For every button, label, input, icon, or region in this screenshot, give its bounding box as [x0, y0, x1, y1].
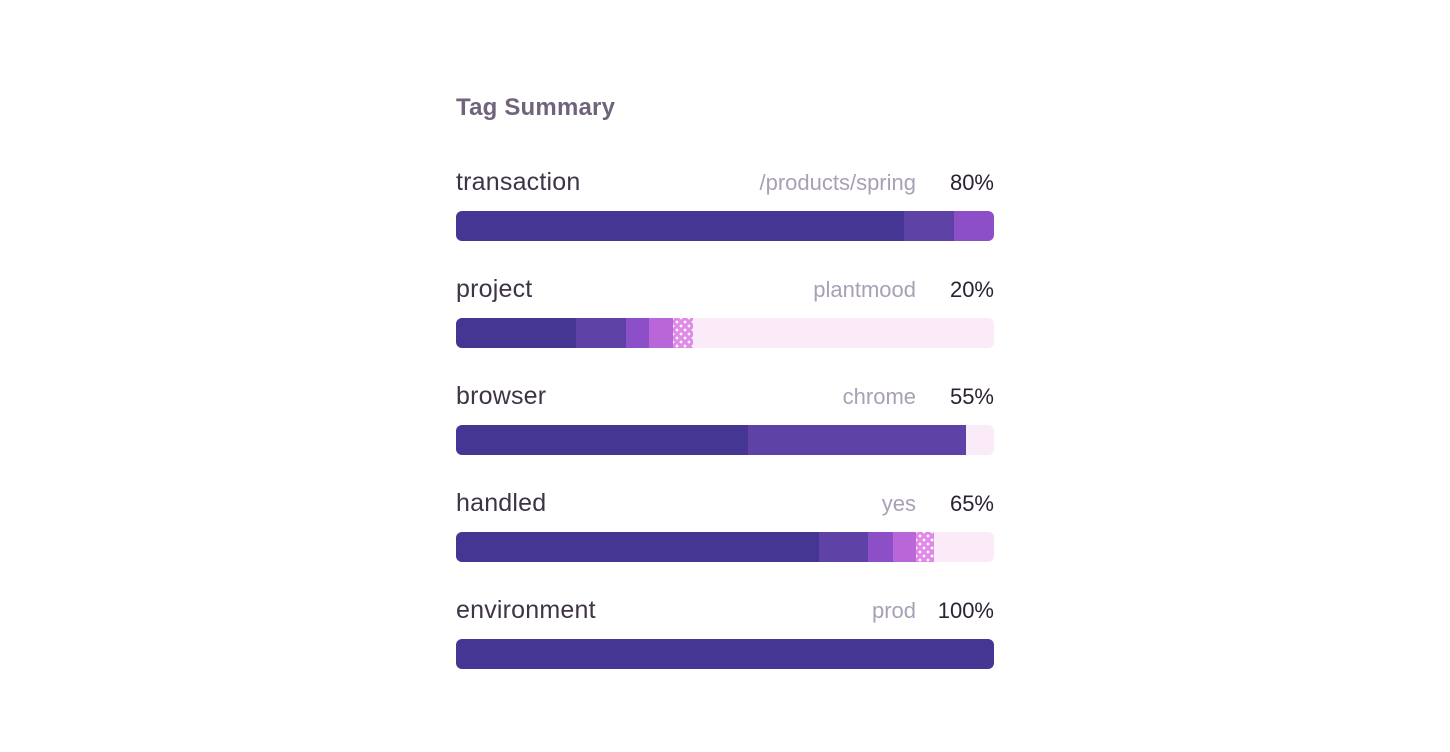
bar-segment-other[interactable]: [673, 318, 694, 348]
tag-percentage: 55%: [949, 384, 994, 409]
panel-title: Tag Summary: [456, 94, 616, 121]
bar-segment-1[interactable]: [456, 318, 576, 348]
tag-top-value: prod: [871, 598, 916, 623]
bar-track-remainder: [966, 425, 994, 455]
bar-segment-2[interactable]: [819, 532, 869, 562]
tag-name: transaction: [456, 168, 581, 196]
tag-top-value: /products/spring: [759, 170, 916, 195]
bar-segment-3[interactable]: [626, 318, 650, 348]
bar-track-remainder: [693, 318, 994, 348]
tag-row: project plantmood 20%: [456, 275, 994, 348]
tag-row: environment prod 100%: [456, 596, 994, 669]
tag-top-value: yes: [881, 491, 916, 516]
bar-segment-1[interactable]: [456, 532, 820, 562]
tag-row-header: transaction /products/spring 80%: [456, 168, 994, 197]
tag-name: browser: [456, 382, 547, 410]
tag-row-header: environment prod 100%: [456, 596, 994, 625]
tag-row-header: project plantmood 20%: [456, 275, 994, 304]
bar-segment-1[interactable]: [456, 211, 905, 241]
bar-segment-4[interactable]: [649, 318, 674, 348]
bar-segment-1[interactable]: [456, 639, 994, 669]
tag-distribution-bar[interactable]: [456, 211, 994, 241]
bar-segment-2[interactable]: [575, 318, 626, 348]
tag-distribution-bar[interactable]: [456, 425, 994, 455]
tag-distribution-bar[interactable]: [456, 318, 994, 348]
tag-summary-panel: Tag Summary transaction /products/spring…: [456, 0, 994, 669]
tag-row: handled yes 65%: [456, 489, 994, 562]
tag-distribution-bar[interactable]: [456, 639, 994, 669]
tag-name: environment: [456, 596, 596, 624]
tag-row: browser chrome 55%: [456, 382, 994, 455]
bar-segment-2[interactable]: [748, 425, 966, 455]
bar-segment-2[interactable]: [904, 211, 955, 241]
tag-top-value: plantmood: [813, 277, 916, 302]
bar-segment-other[interactable]: [915, 532, 934, 562]
tag-name: project: [456, 275, 533, 303]
tag-distribution-bar[interactable]: [456, 532, 994, 562]
tag-row: transaction /products/spring 80%: [456, 168, 994, 241]
tag-row-header: browser chrome 55%: [456, 382, 994, 411]
bar-track-remainder: [933, 532, 994, 562]
tag-percentage: 100%: [937, 598, 994, 623]
bar-segment-3[interactable]: [868, 532, 893, 562]
bar-segment-1[interactable]: [456, 425, 749, 455]
tag-top-value: chrome: [842, 384, 916, 409]
tag-name: handled: [456, 489, 547, 517]
tag-percentage: 80%: [949, 170, 994, 195]
bar-segment-3[interactable]: [954, 211, 994, 241]
tag-rows-container: transaction /products/spring 80% project…: [456, 168, 994, 669]
tag-row-header: handled yes 65%: [456, 489, 994, 518]
tag-percentage: 20%: [949, 277, 994, 302]
tag-percentage: 65%: [949, 491, 994, 516]
bar-segment-4[interactable]: [892, 532, 916, 562]
